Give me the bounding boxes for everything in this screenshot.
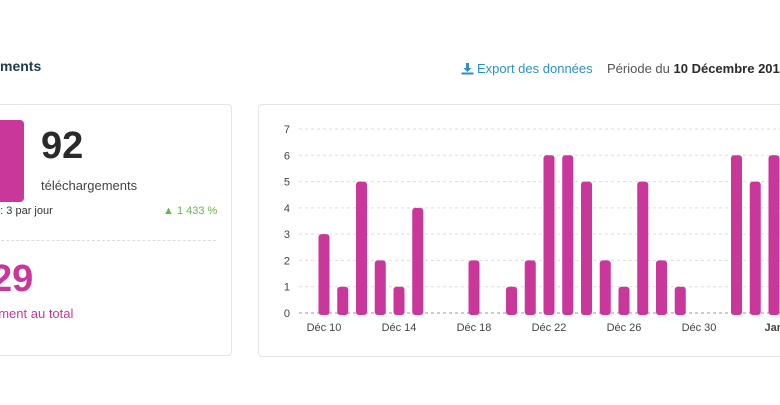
bar[interactable]	[656, 260, 667, 315]
bar[interactable]	[731, 155, 742, 315]
y-tick-label: 5	[284, 177, 290, 189]
x-tick-label: Jan	[765, 322, 780, 334]
y-tick-label: 3	[284, 229, 290, 241]
bar[interactable]	[506, 286, 517, 315]
x-tick-label: Déc 30	[682, 322, 717, 334]
total-downloads-value: 92	[41, 125, 84, 167]
bar[interactable]	[543, 155, 555, 315]
downloads-bar-chart: 0 1 2 3 4 5 6 7 Déc 10 Déc 14 Déc 18 Déc 22 Déc 26 Dé…	[284, 124, 780, 334]
bar[interactable]	[393, 286, 405, 315]
bar[interactable]	[318, 234, 330, 315]
bar[interactable]	[374, 260, 386, 315]
bar[interactable]	[618, 286, 630, 315]
period-selector[interactable]: Période du 10 Décembre 201	[607, 61, 780, 76]
x-tick-label: Déc 18	[457, 322, 492, 334]
downloads-stat-card: 92 téléchargements e : 3 par jour ▲ 1 43…	[0, 104, 232, 356]
y-tick-label: 4	[284, 203, 290, 215]
x-tick-label: Déc 26	[607, 322, 642, 334]
x-tick-label: Déc 10	[307, 322, 342, 334]
bar[interactable]	[337, 286, 349, 315]
bar[interactable]	[468, 260, 480, 315]
bar[interactable]	[749, 181, 761, 315]
y-tick-label: 1	[284, 282, 290, 294]
period-prefix: Période du	[607, 61, 670, 76]
export-data-label: Export des données	[477, 61, 593, 76]
cumulative-value: 29	[0, 258, 34, 300]
bar[interactable]	[412, 207, 424, 315]
download-icon	[461, 62, 474, 75]
period-start-date: 10 Décembre 201	[673, 61, 780, 76]
y-tick-label: 6	[284, 150, 290, 162]
cumulative-label: ement au total	[0, 306, 74, 321]
y-tick-label: 0	[284, 308, 290, 320]
bar[interactable]	[524, 260, 536, 315]
stat-divider	[0, 240, 216, 241]
y-tick-label: 2	[284, 255, 290, 267]
x-tick-label: Déc 14	[382, 322, 417, 334]
bar[interactable]	[674, 286, 686, 315]
trend-badge: ▲ 1 433 %	[163, 205, 218, 217]
bar[interactable]	[768, 155, 780, 315]
section-title: ments	[0, 58, 42, 74]
bar[interactable]	[599, 260, 611, 315]
bar[interactable]	[562, 155, 574, 315]
export-data-link[interactable]: Export des données	[461, 61, 593, 76]
daily-average: e : 3 par jour	[0, 205, 53, 217]
bar[interactable]	[356, 181, 367, 315]
bar[interactable]	[637, 181, 649, 315]
downloads-chart-card: 0 1 2 3 4 5 6 7 Déc 10 Déc 14 Déc 18 Déc 22 Déc 26 Dé…	[258, 104, 780, 357]
y-tick-label: 7	[284, 124, 290, 136]
downloads-color-swatch	[0, 120, 24, 202]
total-downloads-unit: téléchargements	[41, 178, 138, 193]
x-tick-label: Déc 22	[532, 322, 567, 334]
bar[interactable]	[581, 181, 592, 315]
